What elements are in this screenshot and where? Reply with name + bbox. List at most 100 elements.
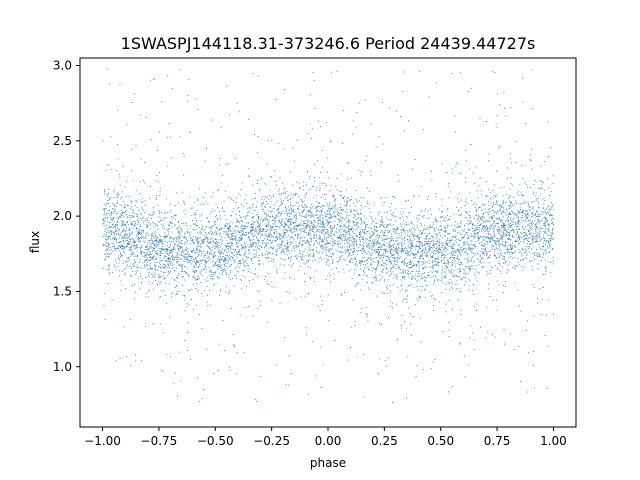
scatter-point: [405, 263, 407, 265]
scatter-point: [452, 247, 454, 249]
scatter-point: [137, 244, 138, 246]
scatter-point: [488, 217, 490, 219]
scatter-point: [346, 201, 348, 202]
scatter-point: [495, 241, 497, 243]
scatter-point: [504, 225, 506, 227]
scatter-point: [340, 190, 342, 192]
scatter-point: [154, 262, 156, 264]
scatter-point: [376, 231, 378, 232]
scatter-point: [476, 232, 478, 234]
scatter-point: [390, 252, 392, 254]
scatter-point: [121, 213, 123, 215]
scatter-point: [225, 254, 227, 256]
scatter-point: [421, 245, 423, 247]
scatter-point: [443, 258, 444, 260]
scatter-point: [236, 252, 237, 254]
scatter-point: [406, 234, 408, 236]
scatter-point: [210, 304, 212, 306]
scatter-point: [518, 249, 520, 250]
scatter-point: [448, 269, 449, 271]
scatter-point: [486, 194, 487, 196]
scatter-point: [487, 212, 489, 214]
scatter-point: [417, 251, 418, 253]
scatter-point: [116, 202, 118, 204]
scatter-point: [332, 259, 334, 261]
scatter-point: [204, 267, 206, 268]
scatter-point: [149, 240, 151, 242]
scatter-point: [115, 240, 117, 242]
scatter-point: [397, 259, 399, 261]
scatter-point: [150, 239, 152, 241]
scatter-point: [130, 246, 132, 248]
scatter-point: [488, 208, 490, 210]
scatter-point: [392, 284, 394, 286]
scatter-point: [422, 257, 424, 259]
scatter-point: [401, 288, 403, 290]
scatter-point: [375, 223, 377, 224]
scatter-point: [472, 284, 474, 286]
scatter-point: [427, 243, 428, 244]
scatter-point: [440, 273, 442, 275]
scatter-point: [351, 234, 353, 236]
scatter-point: [229, 238, 231, 240]
scatter-point: [211, 274, 213, 276]
scatter-point: [483, 266, 485, 268]
scatter-point: [495, 218, 497, 220]
scatter-point: [122, 245, 124, 247]
scatter-point: [437, 252, 439, 254]
scatter-point: [448, 283, 450, 284]
scatter-point: [364, 240, 366, 242]
scatter-point: [436, 234, 438, 236]
scatter-point: [404, 248, 406, 250]
scatter-point: [441, 254, 443, 256]
scatter-point: [122, 221, 123, 223]
scatter-point: [123, 252, 125, 254]
scatter-point: [508, 262, 510, 264]
scatter-point: [544, 212, 546, 214]
scatter-point: [210, 275, 212, 277]
scatter-point: [321, 244, 323, 246]
scatter-point: [473, 248, 475, 249]
scatter-point: [157, 274, 159, 276]
scatter-point: [236, 197, 237, 199]
scatter-point: [231, 242, 233, 244]
scatter-point: [295, 219, 297, 221]
scatter-point: [289, 229, 291, 231]
scatter-point: [379, 226, 381, 228]
scatter-point: [242, 235, 243, 236]
scatter-point: [153, 238, 155, 240]
scatter-point: [149, 80, 151, 82]
scatter-point: [116, 196, 118, 198]
scatter-point: [322, 229, 324, 231]
scatter-point: [411, 231, 413, 233]
scatter-point: [359, 262, 360, 263]
scatter-point: [172, 222, 174, 224]
scatter-point: [493, 233, 495, 235]
scatter-point: [503, 256, 505, 258]
scatter-point: [199, 250, 201, 252]
scatter-point: [456, 223, 458, 225]
scatter-point: [431, 295, 432, 297]
scatter-point: [393, 216, 395, 218]
scatter-point: [448, 391, 449, 393]
scatter-point: [255, 256, 257, 258]
scatter-point: [429, 263, 430, 265]
scatter-point: [214, 238, 216, 240]
scatter-point: [441, 275, 443, 277]
scatter-point: [321, 221, 323, 223]
scatter-point: [389, 256, 391, 258]
scatter-point: [408, 241, 410, 243]
scatter-point: [296, 247, 298, 248]
scatter-point: [394, 261, 396, 263]
scatter-point: [427, 244, 429, 245]
scatter-point: [543, 225, 545, 227]
scatter-point: [445, 230, 447, 232]
scatter-point: [151, 234, 153, 236]
scatter-point: [495, 240, 497, 242]
scatter-point: [379, 234, 381, 236]
scatter-point: [423, 369, 424, 371]
scatter-point: [103, 236, 104, 238]
scatter-point: [333, 254, 335, 256]
scatter-point: [172, 265, 174, 267]
scatter-point: [397, 250, 399, 251]
